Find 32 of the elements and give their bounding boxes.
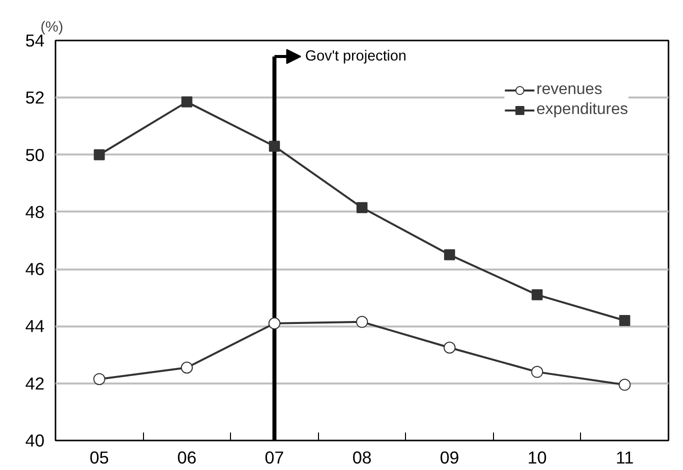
point	[618, 378, 631, 391]
y-tick-label: 48	[25, 202, 45, 222]
x-tick-label: 08	[352, 448, 372, 468]
point	[268, 317, 280, 330]
point	[619, 315, 630, 326]
point	[180, 362, 193, 374]
point	[531, 366, 544, 378]
x-tick-label: 06	[177, 448, 196, 468]
x-tick-label: 09	[440, 448, 460, 468]
legend-label: expenditures	[536, 101, 628, 119]
point	[532, 289, 543, 300]
legend-label: revenues	[536, 81, 602, 99]
point	[356, 316, 368, 328]
x-tick-label: 07	[264, 448, 284, 468]
y-tick-label: 46	[25, 259, 45, 280]
x-tick-label: 11	[616, 448, 634, 468]
y-tick-label: 40	[25, 430, 45, 450]
y-tick-label: 52	[25, 88, 45, 108]
x-tick-label: 10	[528, 448, 547, 468]
point	[268, 140, 280, 152]
x-tick-label: 05	[90, 448, 109, 468]
y-tick-label: 44	[25, 316, 45, 336]
point	[444, 249, 456, 260]
y-tick-label: 50	[25, 144, 45, 165]
point	[444, 342, 456, 354]
point	[93, 373, 106, 386]
point	[94, 149, 105, 160]
point	[356, 202, 368, 214]
y-axis-title: (%)	[40, 20, 64, 36]
y-tick-label: 42	[25, 373, 45, 394]
ref-line-label: Gov't projection	[305, 48, 406, 64]
point	[181, 96, 192, 108]
